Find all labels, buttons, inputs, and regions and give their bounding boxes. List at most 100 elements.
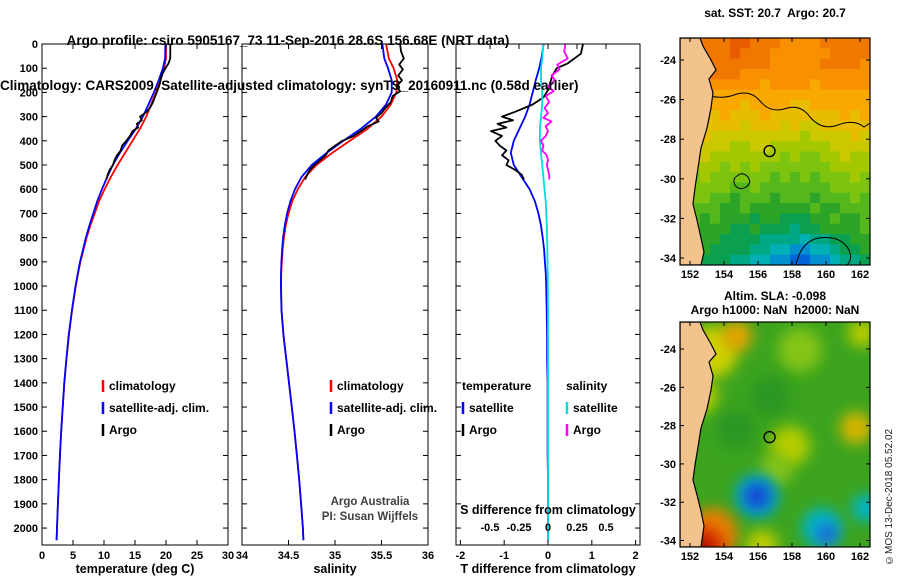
salinity-series-argo xyxy=(304,44,405,180)
sla-anomaly-blob xyxy=(778,328,822,372)
sla-anomaly-blob xyxy=(750,376,790,416)
temperature-axis-label: temperature (deg C) xyxy=(76,562,195,576)
longitude-tick-label: 154 xyxy=(715,551,734,563)
latitude-tick-label: -26 xyxy=(660,382,676,394)
sla-anomaly-blob xyxy=(848,322,870,347)
argo-australia-credit: Argo Australia xyxy=(330,496,410,508)
sla-anomaly-blob xyxy=(716,410,756,450)
x-tick-label: 35.5 xyxy=(371,550,392,562)
legend-label: Argo xyxy=(337,423,365,437)
depth-tick-label: 1500 xyxy=(14,402,38,414)
legend-label: climatology xyxy=(109,379,176,393)
s-scale-tick-label: 0.25 xyxy=(566,522,587,534)
temperature-series-argo xyxy=(105,44,172,180)
legend-group-title-temperature: temperature xyxy=(462,379,532,393)
longitude-tick-label: 156 xyxy=(749,269,767,281)
latitude-tick-label: -30 xyxy=(660,459,676,471)
sla-anomaly-blob xyxy=(852,494,870,522)
latitude-tick-label: -28 xyxy=(660,134,676,146)
depth-tick-label: 1100 xyxy=(14,305,38,317)
x-tick-label: 0 xyxy=(39,550,45,562)
latitude-tick-label: -24 xyxy=(660,55,677,67)
legend-label: Argo xyxy=(109,423,137,437)
page-title: Argo profile: csiro 5905167_73 11-Sep-20… xyxy=(66,33,510,48)
salinity-axes-box xyxy=(241,43,429,546)
sst-contour-line xyxy=(733,173,751,190)
legend-group-title-salinity: salinity xyxy=(566,379,608,393)
temperature-series-satellite-adj-clim xyxy=(55,44,167,541)
latitude-tick-label: -26 xyxy=(660,95,676,107)
legend-label: Argo xyxy=(573,423,601,437)
depth-tick-label: 800 xyxy=(20,233,38,245)
sla-map-title: Altim. SLA: -0.098 xyxy=(723,289,827,303)
sla-anomaly-blob xyxy=(722,322,752,351)
depth-tick-label: 1400 xyxy=(14,378,38,390)
depth-tick-label: 300 xyxy=(20,112,38,124)
longitude-tick-label: 160 xyxy=(817,269,835,281)
latitude-tick-label: -34 xyxy=(660,536,677,548)
sla-map: 152 154 156 158 160 162 -24 -26 -28 -30 -32 -34 xyxy=(660,321,871,563)
x-tick-label: 10 xyxy=(98,550,110,562)
salinity-series-satellite-adj-clim xyxy=(279,44,393,541)
x-tick-label: 34 xyxy=(236,550,249,562)
x-tick-label: 36 xyxy=(422,550,434,562)
x-tick-label: 1 xyxy=(589,550,595,562)
longitude-tick-label: 152 xyxy=(681,269,699,281)
map-border xyxy=(679,321,871,548)
sst-map-title: sat. SST: 20.7 Argo: 20.7 xyxy=(704,6,846,20)
depth-tick-label: 1800 xyxy=(14,475,38,487)
difference-axis-label: T difference from climatology xyxy=(460,562,635,576)
longitude-tick-label: 154 xyxy=(715,269,734,281)
x-tick-label: 34.5 xyxy=(278,550,299,562)
sla-anomaly-blob xyxy=(817,524,837,544)
depth-tick-label: 1700 xyxy=(14,450,38,462)
depth-tick-label: 2000 xyxy=(14,523,38,535)
s-scale-tick-label: 0.5 xyxy=(598,522,613,534)
s-scale-tick-label: -0.25 xyxy=(506,522,531,534)
latitude-tick-label: -30 xyxy=(660,174,676,186)
s-difference-axis-label: S difference from climatology xyxy=(460,503,636,517)
x-tick-label: -2 xyxy=(455,550,465,562)
coastline-land xyxy=(680,38,717,265)
page-subtitle: Climatology: CARS2009. Satellite-adjuste… xyxy=(0,78,579,93)
temperature-series-climatology xyxy=(55,44,167,541)
x-tick-label: 25 xyxy=(191,550,203,562)
x-tick-label: 0 xyxy=(545,550,551,562)
salinity-axis-label: salinity xyxy=(313,562,356,576)
x-tick-label: 5 xyxy=(70,550,76,562)
temperature-profile-panel: 0 5 10 15 20 25 300100200300400500600700800900… xyxy=(14,39,235,576)
latitude-tick-label: -24 xyxy=(660,344,677,356)
depth-tick-label: 200 xyxy=(20,87,38,99)
sla-anomaly-blob xyxy=(746,530,778,547)
legend-label: Argo xyxy=(469,423,497,437)
depth-tick-label: 1900 xyxy=(14,499,38,511)
legend-label: climatology xyxy=(337,379,404,393)
legend-label: satellite xyxy=(573,401,618,415)
latitude-tick-label: -34 xyxy=(660,253,677,265)
sst-map: 152 154 156 158 160 162 -24 -26 -28 -30 -32 -34 xyxy=(660,37,871,281)
map-border xyxy=(679,37,871,266)
latitude-tick-label: -32 xyxy=(660,213,676,225)
float-position-marker xyxy=(763,144,776,158)
sla-anomaly-blob xyxy=(744,483,770,509)
sla-map-subtitle: Argo h1000: NaN h2000: NaN xyxy=(690,303,860,317)
copyright-watermark: ©MOS 13-Dec-2018 05.52.02 xyxy=(884,428,895,565)
longitude-tick-label: 160 xyxy=(817,551,835,563)
depth-tick-label: 500 xyxy=(20,160,38,172)
depth-tick-label: 0 xyxy=(32,39,38,51)
sst-contour-line xyxy=(795,237,852,265)
x-tick-label: 15 xyxy=(129,550,141,562)
pi-credit: PI: Susan Wijffels xyxy=(321,511,419,523)
legend-label: satellite-adj. clim. xyxy=(109,401,209,415)
x-tick-label: 30 xyxy=(222,550,234,562)
latitude-tick-label: -28 xyxy=(660,421,676,433)
difference-series-s-argo xyxy=(540,44,569,180)
depth-tick-label: 1000 xyxy=(14,281,38,293)
x-tick-label: 20 xyxy=(160,550,172,562)
longitude-tick-label: 162 xyxy=(851,551,869,563)
sla-anomaly-blob xyxy=(840,412,870,444)
temperature-axes-box xyxy=(41,43,229,546)
s-scale-tick-label: 0 xyxy=(545,522,551,534)
